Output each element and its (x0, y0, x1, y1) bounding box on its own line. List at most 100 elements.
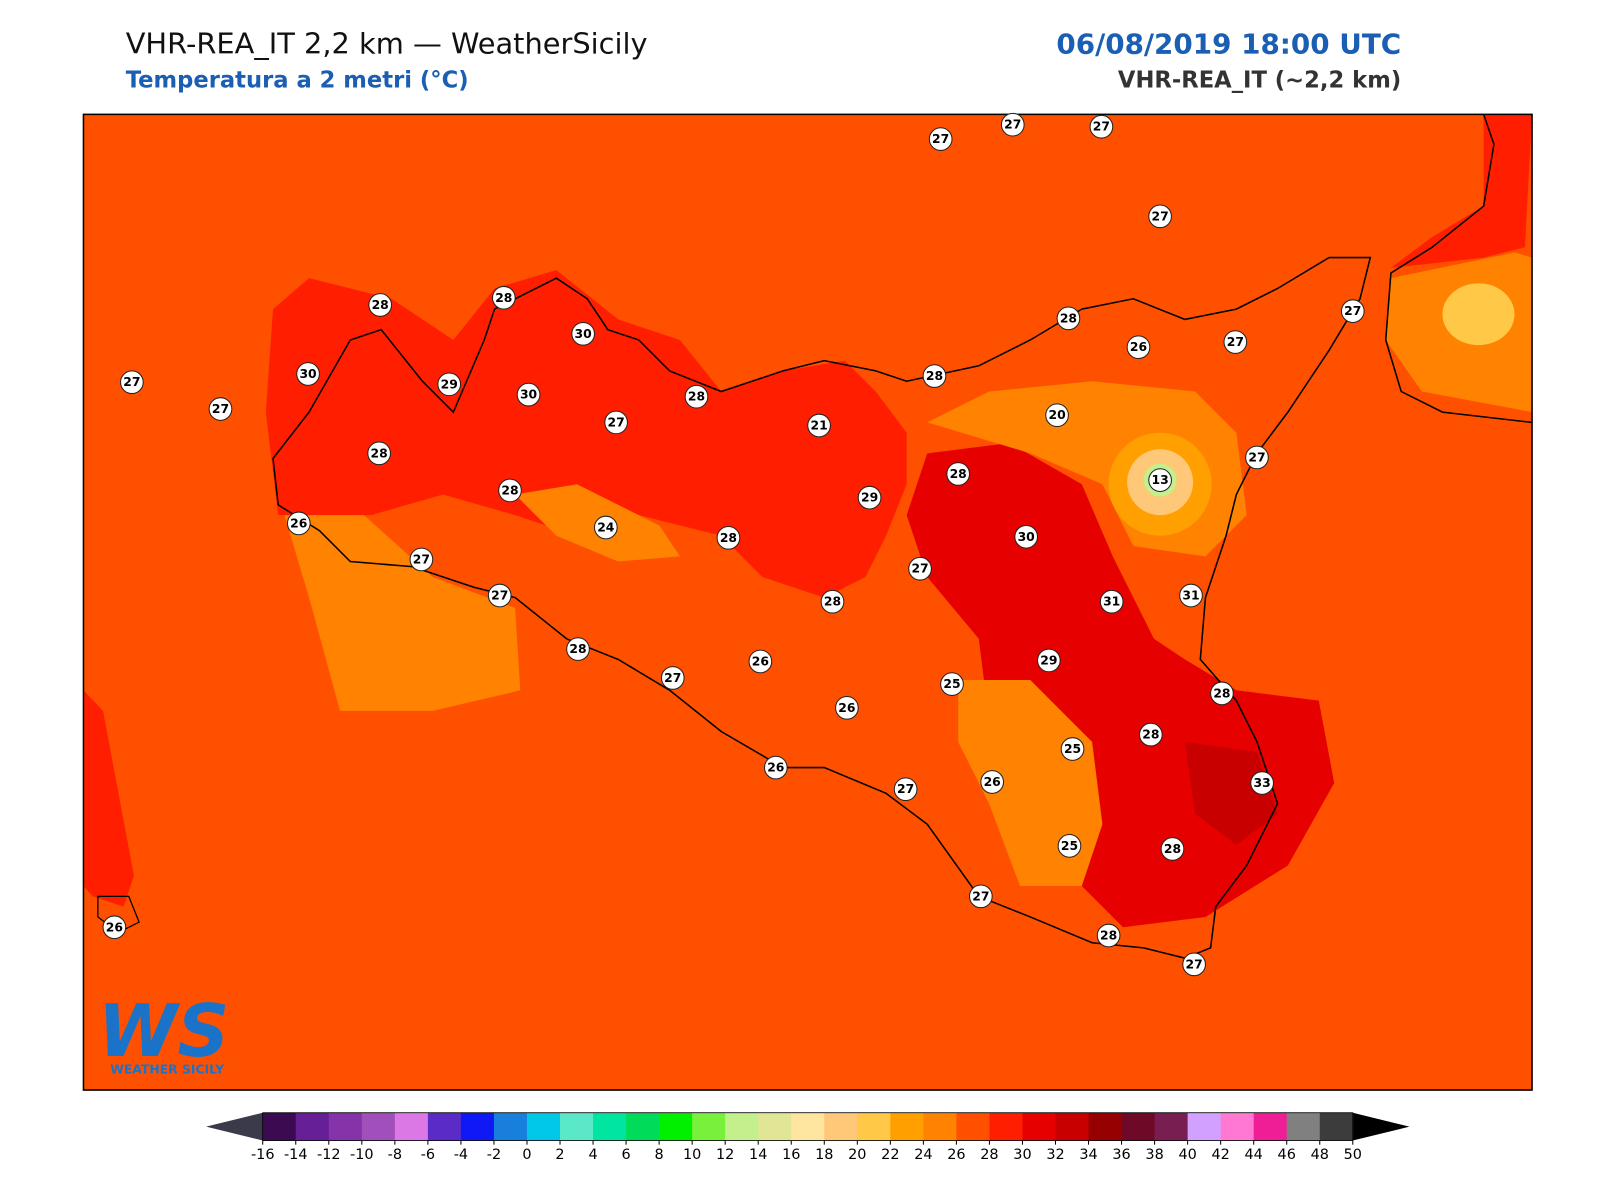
station-marker (684, 384, 709, 409)
station-marker (1138, 722, 1163, 747)
colorbar-swatch (989, 1112, 1023, 1141)
station-value: 30 (299, 367, 317, 381)
colorbar-swatch (890, 1112, 924, 1141)
station-marker (1126, 335, 1151, 360)
subtitle: Temperatura a 2 metri (°C) (126, 68, 469, 94)
station-marker (437, 372, 462, 397)
colorbar-swatch (1121, 1112, 1156, 1141)
calabria-red (1390, 114, 1533, 268)
warm-area-west (265, 269, 907, 598)
colorbar-tick-label: -4 (454, 1147, 468, 1163)
station: 26 (763, 755, 788, 780)
station-marker (604, 410, 628, 435)
colorbar-swatch (1187, 1112, 1222, 1141)
colorbar-frame (262, 1112, 1354, 1141)
station-value: 28 (1164, 842, 1181, 856)
colorbar-swatch (262, 1112, 297, 1141)
station-marker (1245, 445, 1269, 470)
station-value: 26 (752, 654, 769, 668)
station: 28 (368, 293, 393, 317)
station-marker (1036, 648, 1061, 673)
station: 26 (1126, 335, 1151, 360)
logo: WS WEATHER SICILY (98, 990, 229, 1077)
station-marker (857, 485, 882, 510)
station-value: 28 (1060, 311, 1077, 325)
station-marker (835, 695, 859, 720)
station-value: 25 (943, 677, 960, 691)
station-value: 28 (1142, 728, 1159, 742)
station: 25 (940, 672, 964, 696)
colorbar-swatch (493, 1112, 528, 1141)
map-background (83, 114, 1533, 1091)
colorbar-tick-label: -12 (317, 1147, 341, 1163)
colorbar-tick-label: 8 (655, 1147, 664, 1163)
colorbar-swatch (956, 1112, 990, 1141)
station-marker (1223, 330, 1248, 354)
station: 24 (593, 515, 618, 540)
colorbar-tick-label: -2 (487, 1147, 501, 1163)
colorbar-swatch (361, 1112, 396, 1141)
station: 26 (835, 695, 859, 720)
station-value: 25 (1064, 742, 1081, 756)
station-value: 30 (575, 327, 593, 341)
station-value: 28 (950, 467, 967, 481)
hot-spot (1184, 741, 1278, 845)
colorbar-swatch (1154, 1112, 1189, 1141)
station-value: 24 (597, 521, 615, 535)
station: 26 (748, 649, 773, 674)
station-marker (820, 589, 845, 614)
station-value: 28 (1100, 929, 1117, 943)
canvas: VHR-REA_IT 2,2 km — WeatherSicily Temper… (82, 27, 1533, 1163)
station-value: 27 (608, 415, 625, 429)
station: 28 (498, 478, 522, 503)
station-value: 27 (1227, 335, 1244, 349)
station-value: 29 (441, 377, 458, 391)
colorbar-tick-label: 20 (848, 1147, 866, 1163)
station-value: 28 (371, 446, 388, 460)
colorbar-tick-label: 24 (914, 1147, 932, 1163)
station: 28 (946, 462, 971, 486)
station-marker (940, 672, 964, 696)
station-value: 27 (1004, 118, 1021, 132)
colorbar-tick-label: 46 (1278, 1147, 1296, 1163)
station: 28 (1096, 923, 1121, 948)
sea-orange (278, 484, 521, 711)
colorbar-swatch (560, 1112, 594, 1141)
station-value: 25 (1061, 839, 1078, 853)
station-marker (1148, 204, 1172, 229)
station-value: 31 (1182, 589, 1199, 603)
colorbar-tick-label: 32 (1046, 1147, 1064, 1163)
station: 28 (820, 589, 845, 614)
colorbar-swatch (857, 1112, 891, 1141)
colorbar-tick-label: 48 (1311, 1147, 1329, 1163)
station-marker (1000, 112, 1025, 137)
station: 28 (1056, 306, 1081, 331)
colorbar-swatch (295, 1112, 330, 1141)
model: VHR-REA_IT (~2,2 km) (1118, 68, 1401, 94)
colorbar-swatch (394, 1112, 429, 1141)
colorbar-tick-label: 14 (749, 1147, 767, 1163)
station-marker (102, 915, 127, 940)
colorbar-swatch (460, 1112, 495, 1141)
colorbar-tick-label: -16 (251, 1147, 275, 1163)
station: 30 (1014, 524, 1039, 549)
station-marker (763, 755, 788, 780)
station-value: 28 (495, 291, 512, 305)
colorbar-tick-label: 0 (522, 1147, 531, 1163)
station-marker (566, 637, 590, 661)
station-marker (908, 556, 932, 581)
colorbar-swatch (1253, 1112, 1288, 1141)
station-value: 27 (413, 552, 430, 566)
station-value: 28 (720, 531, 737, 545)
colorbar-tick-label: -10 (350, 1147, 374, 1163)
station: 27 (487, 583, 512, 608)
station-value: 27 (1186, 957, 1203, 971)
station-value: 26 (984, 775, 1001, 789)
station-marker (748, 649, 773, 674)
colorbar-swatch (923, 1112, 957, 1141)
map: 27 27 27 27 27 27 28 28 30 30 29 30 27 28 28 28 26 27 24 27… (82, 112, 1533, 1091)
station-marker (946, 462, 971, 486)
station-marker (1089, 114, 1114, 139)
station: 27 (660, 666, 685, 690)
station-marker (1060, 737, 1085, 761)
